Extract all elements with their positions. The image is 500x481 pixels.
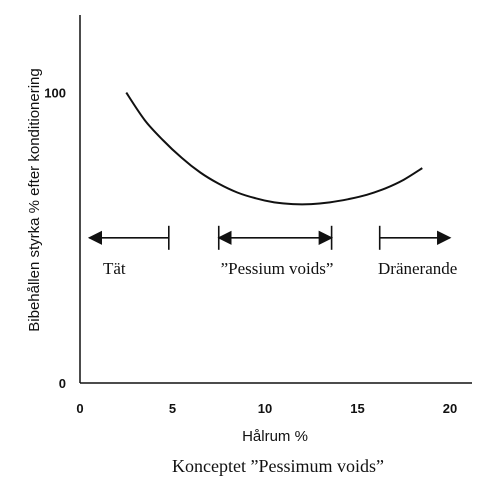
chart-caption: Konceptet ”Pessimum voids” <box>172 456 384 476</box>
y-axis-title: Bibehållen styrka % efter konditionering <box>26 68 43 331</box>
x-tick-label: 20 <box>443 401 457 416</box>
x-tick-label: 15 <box>350 401 364 416</box>
zone-label: Dränerande <box>378 259 457 278</box>
y-tick-label: 0 <box>59 376 66 391</box>
y-tick-label: 100 <box>44 86 66 101</box>
x-tick-label: 10 <box>258 401 272 416</box>
strength-curve <box>125 92 423 206</box>
x-tick-label: 0 <box>76 401 83 416</box>
x-tick-label: 5 <box>169 401 176 416</box>
x-axis-title: Hålrum % <box>242 428 308 445</box>
zone-label: Tät <box>103 259 126 278</box>
zone-label: ”Pessium voids” <box>221 259 334 278</box>
